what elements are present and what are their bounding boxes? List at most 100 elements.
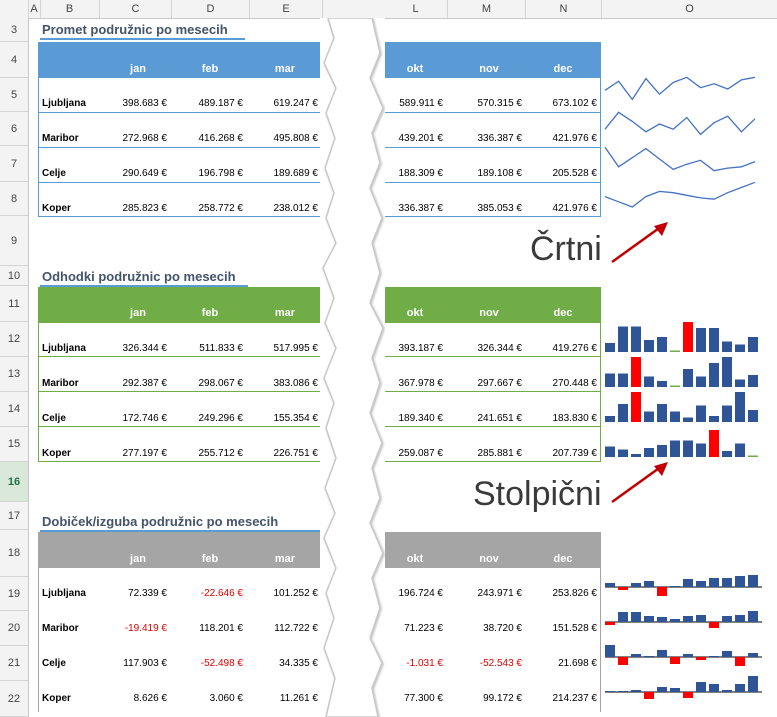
cell[interactable]: 270.448 €	[552, 378, 598, 389]
cell[interactable]: 21.698 €	[558, 658, 597, 669]
cell[interactable]: 34.335 €	[279, 658, 318, 669]
cell[interactable]: 393.187 €	[398, 343, 444, 354]
cell[interactable]: 421.976 €	[552, 133, 598, 144]
cell[interactable]: 517.995 €	[273, 343, 319, 354]
column-header-d[interactable]: D	[172, 0, 250, 18]
cell[interactable]: 72.339 €	[128, 588, 167, 599]
row-header-3[interactable]: 3	[0, 18, 28, 42]
cell[interactable]: 117.903 €	[123, 658, 167, 669]
cell[interactable]: 589.911 €	[399, 98, 443, 109]
cell[interactable]: 151.528 €	[552, 623, 598, 634]
column-header-a[interactable]: A	[28, 0, 41, 18]
cell[interactable]: 196.798 €	[198, 168, 244, 179]
column-header-e[interactable]: E	[250, 0, 323, 18]
cell[interactable]: 243.971 €	[477, 588, 523, 599]
cell[interactable]: 71.223 €	[404, 623, 443, 634]
cell[interactable]: 297.667 €	[477, 378, 523, 389]
cell[interactable]: 326.344 €	[477, 343, 523, 354]
cell[interactable]: 241.651 €	[477, 413, 523, 424]
column-header-l[interactable]: L	[384, 0, 448, 18]
cell[interactable]: 189.689 €	[273, 168, 319, 179]
row-header-11[interactable]: 11	[0, 286, 28, 322]
cell[interactable]: 495.808 €	[273, 133, 319, 144]
cell[interactable]: 118.201 €	[199, 623, 243, 634]
row-header-6[interactable]: 6	[0, 112, 28, 146]
cell-negative[interactable]: -22.646 €	[200, 588, 243, 599]
cell[interactable]: 673.102 €	[552, 98, 598, 109]
cell[interactable]: 439.201 €	[398, 133, 444, 144]
cell[interactable]: 99.172 €	[483, 693, 522, 704]
cell[interactable]: 172.746 €	[122, 413, 168, 424]
cell-negative[interactable]: -1.031 €	[406, 658, 443, 669]
cell[interactable]: 11.261 €	[279, 693, 318, 704]
cell[interactable]: 398.683 €	[122, 98, 168, 109]
column-header-o[interactable]: O	[602, 0, 777, 18]
cell[interactable]: 214.237 €	[552, 693, 598, 704]
cell[interactable]: 226.751 €	[273, 448, 319, 459]
row-header-14[interactable]: 14	[0, 392, 28, 427]
cell[interactable]: 570.315 €	[477, 98, 523, 109]
cell[interactable]: 249.296 €	[198, 413, 244, 424]
row-header-21[interactable]: 21	[0, 646, 28, 681]
column-header-n[interactable]: N	[526, 0, 602, 18]
cell[interactable]: 196.724 €	[398, 588, 444, 599]
cell[interactable]: 285.823 €	[122, 203, 168, 214]
row-header-19[interactable]: 19	[0, 577, 28, 611]
cell[interactable]: 3.060 €	[209, 693, 243, 704]
cell[interactable]: 385.053 €	[477, 203, 523, 214]
column-header-c[interactable]: C	[100, 0, 172, 18]
cell[interactable]: 189.340 €	[398, 413, 444, 424]
row-header-15[interactable]: 15	[0, 427, 28, 462]
cell[interactable]: 326.344 €	[122, 343, 168, 354]
select-all-corner[interactable]	[0, 0, 29, 18]
cell[interactable]: 188.309 €	[398, 168, 444, 179]
cell[interactable]: 77.300 €	[404, 693, 443, 704]
row-header-13[interactable]: 13	[0, 357, 28, 392]
cell[interactable]: 38.720 €	[483, 623, 522, 634]
row-header-16[interactable]: 16	[0, 462, 28, 502]
cell[interactable]: 619.247 €	[273, 98, 319, 109]
cell[interactable]: 336.387 €	[477, 133, 523, 144]
row-header-22[interactable]: 22	[0, 681, 28, 717]
cell[interactable]: 277.197 €	[122, 448, 168, 459]
cell[interactable]: 205.528 €	[552, 168, 598, 179]
cell[interactable]: 421.976 €	[552, 203, 598, 214]
cell[interactable]: 383.086 €	[273, 378, 319, 389]
cell[interactable]: 183.830 €	[552, 413, 598, 424]
row-header-10[interactable]: 10	[0, 266, 28, 286]
cell[interactable]: 255.712 €	[198, 448, 244, 459]
cell[interactable]: 489.187 €	[198, 98, 244, 109]
cell[interactable]: 207.739 €	[552, 448, 598, 459]
cell[interactable]: 367.978 €	[398, 378, 444, 389]
cell[interactable]: 259.087 €	[398, 448, 444, 459]
cell[interactable]: 101.252 €	[273, 588, 319, 599]
cell[interactable]: 416.268 €	[198, 133, 244, 144]
cell[interactable]: 336.387 €	[398, 203, 444, 214]
row-header-5[interactable]: 5	[0, 78, 28, 112]
cell[interactable]: 292.387 €	[122, 378, 168, 389]
cell-negative[interactable]: -52.543 €	[479, 658, 522, 669]
cell-negative[interactable]: -52.498 €	[200, 658, 243, 669]
cell[interactable]: 290.649 €	[122, 168, 168, 179]
cell[interactable]: 112.722 €	[274, 623, 318, 634]
column-header-m[interactable]: M	[448, 0, 526, 18]
row-header-9[interactable]: 9	[0, 216, 28, 266]
cell-negative[interactable]: -19.419 €	[124, 623, 167, 634]
cell[interactable]: 253.826 €	[552, 588, 598, 599]
cell[interactable]: 419.276 €	[552, 343, 598, 354]
row-header-4[interactable]: 4	[0, 42, 28, 78]
row-header-17[interactable]: 17	[0, 502, 28, 530]
cell[interactable]: 8.626 €	[133, 693, 167, 704]
row-header-20[interactable]: 20	[0, 611, 28, 646]
cell[interactable]: 298.067 €	[198, 378, 244, 389]
column-header-b[interactable]: B	[40, 0, 100, 18]
cell[interactable]: 155.354 €	[273, 413, 319, 424]
cell[interactable]: 511.833 €	[199, 343, 243, 354]
cell[interactable]: 285.881 €	[477, 448, 523, 459]
row-header-18[interactable]: 18	[0, 530, 28, 577]
row-header-8[interactable]: 8	[0, 182, 28, 216]
cell[interactable]: 189.108 €	[477, 168, 523, 179]
cell[interactable]: 272.968 €	[122, 133, 168, 144]
cell[interactable]: 238.012 €	[273, 203, 319, 214]
row-header-7[interactable]: 7	[0, 146, 28, 182]
